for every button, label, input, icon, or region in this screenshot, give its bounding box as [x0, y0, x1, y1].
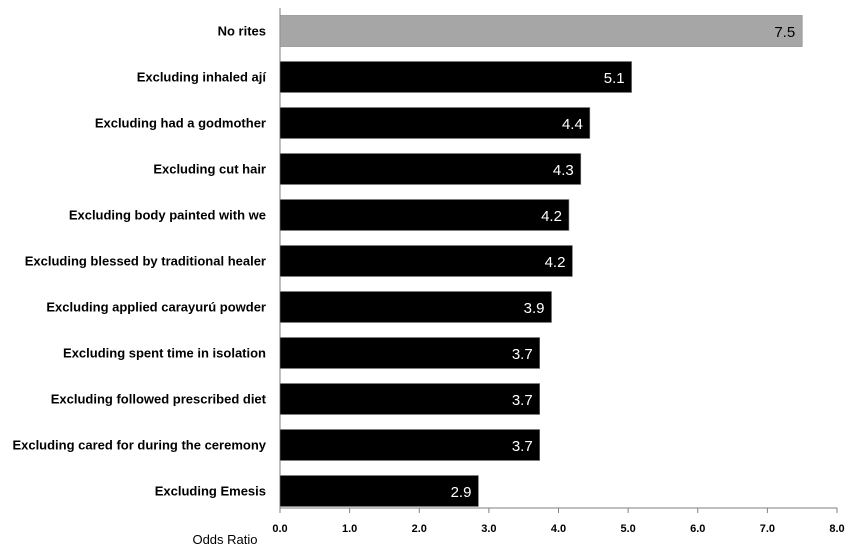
x-tick-label: 5.0 — [620, 523, 635, 535]
category-label: Excluding had a godmother — [95, 116, 266, 131]
bar — [279, 245, 573, 277]
x-ticks-group: 0.0 1.0 2.0 3.0 4.0 5.0 6.0 7.0 8.0 — [272, 508, 845, 535]
bar — [279, 475, 479, 507]
data-label: 4.4 — [562, 116, 583, 133]
x-tick-label: 7.0 — [760, 523, 775, 535]
category-label: Excluding inhaled ají — [137, 70, 267, 85]
category-label: Excluding spent time in isolation — [63, 346, 266, 361]
x-axis-title: Odds Ratio — [192, 532, 257, 547]
category-label: Excluding blessed by traditional healer — [25, 254, 266, 269]
bar — [279, 337, 541, 369]
bar — [279, 61, 632, 93]
category-label: No rites — [218, 24, 266, 39]
x-tick-label: 6.0 — [690, 523, 705, 535]
data-label: 2.9 — [451, 484, 472, 501]
bar — [279, 199, 570, 231]
category-label: Excluding followed prescribed diet — [51, 392, 267, 407]
category-label: Excluding body painted with we — [69, 208, 266, 223]
bar — [279, 383, 541, 415]
data-label: 4.3 — [553, 162, 574, 179]
data-label: 4.2 — [541, 208, 562, 225]
category-label: Excluding cut hair — [153, 162, 266, 177]
bar — [279, 15, 803, 47]
data-label: 3.7 — [512, 392, 533, 409]
bar — [279, 153, 582, 185]
data-label: 3.7 — [512, 346, 533, 363]
x-tick-label: 4.0 — [551, 523, 566, 535]
category-label: Excluding applied carayurú powder — [46, 300, 266, 315]
category-label: Excluding Emesis — [155, 484, 266, 499]
category-label: Excluding cared for during the ceremony — [12, 438, 266, 453]
x-tick-label: 1.0 — [342, 523, 357, 535]
bar — [279, 291, 552, 323]
bar — [279, 429, 541, 461]
data-label: 7.5 — [774, 24, 795, 41]
data-label: 3.9 — [524, 300, 545, 317]
bars-group: No rites 7.5 Excluding inhaled ají 5.1 Exclu… — [12, 15, 803, 507]
data-label: 3.7 — [512, 438, 533, 455]
x-tick-label: 0.0 — [272, 523, 287, 535]
x-tick-label: 2.0 — [412, 523, 427, 535]
x-tick-label: 3.0 — [481, 523, 496, 535]
data-label: 4.2 — [545, 254, 566, 271]
x-tick-label: 8.0 — [829, 523, 844, 535]
data-label: 5.1 — [604, 70, 625, 87]
bar — [279, 107, 591, 139]
